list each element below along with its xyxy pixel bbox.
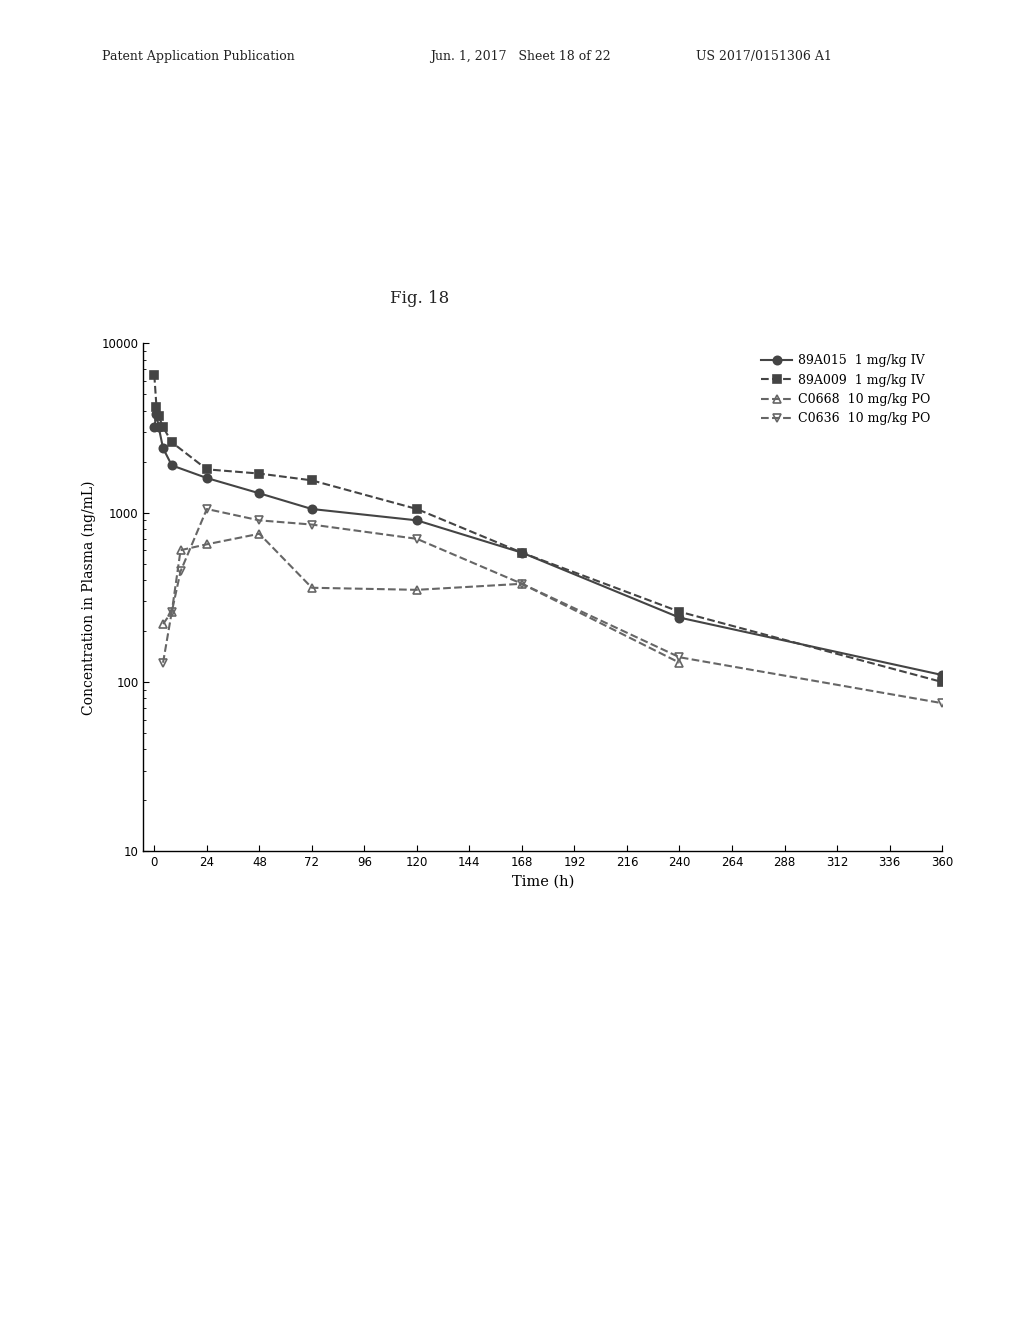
89A009  1 mg/kg IV bbox=[201, 462, 213, 478]
Text: Jun. 1, 2017   Sheet 18 of 22: Jun. 1, 2017 Sheet 18 of 22 bbox=[430, 50, 610, 63]
Text: Fig. 18: Fig. 18 bbox=[390, 290, 450, 308]
C0636  10 mg/kg PO bbox=[516, 576, 528, 591]
89A015  1 mg/kg IV bbox=[936, 667, 948, 682]
89A015  1 mg/kg IV bbox=[253, 486, 265, 502]
Y-axis label: Concentration in Plasma (ng/mL): Concentration in Plasma (ng/mL) bbox=[82, 480, 96, 714]
89A015  1 mg/kg IV bbox=[674, 610, 686, 626]
89A009  1 mg/kg IV bbox=[166, 434, 178, 450]
Line: C0668  10 mg/kg PO: C0668 10 mg/kg PO bbox=[159, 529, 684, 667]
89A015  1 mg/kg IV bbox=[151, 407, 163, 422]
C0636  10 mg/kg PO bbox=[674, 649, 686, 665]
Text: Patent Application Publication: Patent Application Publication bbox=[102, 50, 295, 63]
Legend: 89A015  1 mg/kg IV, 89A009  1 mg/kg IV, C0668  10 mg/kg PO, C0636  10 mg/kg PO: 89A015 1 mg/kg IV, 89A009 1 mg/kg IV, C0… bbox=[756, 350, 936, 430]
89A015  1 mg/kg IV bbox=[148, 420, 161, 436]
89A015  1 mg/kg IV bbox=[411, 512, 423, 528]
89A009  1 mg/kg IV bbox=[516, 545, 528, 561]
Line: 89A009  1 mg/kg IV: 89A009 1 mg/kg IV bbox=[151, 371, 946, 686]
C0636  10 mg/kg PO bbox=[936, 696, 948, 711]
89A015  1 mg/kg IV bbox=[166, 458, 178, 474]
C0668  10 mg/kg PO bbox=[253, 525, 265, 541]
89A009  1 mg/kg IV bbox=[936, 675, 948, 690]
C0636  10 mg/kg PO bbox=[306, 516, 318, 532]
Text: US 2017/0151306 A1: US 2017/0151306 A1 bbox=[696, 50, 833, 63]
X-axis label: Time (h): Time (h) bbox=[512, 875, 573, 888]
C0668  10 mg/kg PO bbox=[411, 582, 423, 598]
89A009  1 mg/kg IV bbox=[306, 473, 318, 488]
C0636  10 mg/kg PO bbox=[157, 655, 169, 671]
C0636  10 mg/kg PO bbox=[201, 502, 213, 517]
89A009  1 mg/kg IV bbox=[151, 399, 163, 414]
C0668  10 mg/kg PO bbox=[674, 655, 686, 671]
C0636  10 mg/kg PO bbox=[174, 564, 186, 579]
89A015  1 mg/kg IV bbox=[153, 420, 165, 436]
C0636  10 mg/kg PO bbox=[166, 603, 178, 619]
89A015  1 mg/kg IV bbox=[201, 470, 213, 486]
Line: 89A015  1 mg/kg IV: 89A015 1 mg/kg IV bbox=[151, 411, 946, 680]
C0636  10 mg/kg PO bbox=[253, 512, 265, 528]
C0668  10 mg/kg PO bbox=[306, 579, 318, 595]
C0668  10 mg/kg PO bbox=[166, 603, 178, 619]
Line: C0636  10 mg/kg PO: C0636 10 mg/kg PO bbox=[159, 504, 946, 708]
89A015  1 mg/kg IV bbox=[306, 502, 318, 517]
C0636  10 mg/kg PO bbox=[411, 531, 423, 546]
C0668  10 mg/kg PO bbox=[174, 543, 186, 558]
89A015  1 mg/kg IV bbox=[157, 441, 169, 457]
89A009  1 mg/kg IV bbox=[411, 502, 423, 517]
C0668  10 mg/kg PO bbox=[516, 576, 528, 591]
C0668  10 mg/kg PO bbox=[157, 616, 169, 632]
89A009  1 mg/kg IV bbox=[157, 420, 169, 436]
89A009  1 mg/kg IV bbox=[674, 603, 686, 619]
89A009  1 mg/kg IV bbox=[153, 408, 165, 424]
89A009  1 mg/kg IV bbox=[148, 367, 161, 383]
89A009  1 mg/kg IV bbox=[253, 466, 265, 482]
89A015  1 mg/kg IV bbox=[516, 545, 528, 561]
C0668  10 mg/kg PO bbox=[201, 536, 213, 552]
